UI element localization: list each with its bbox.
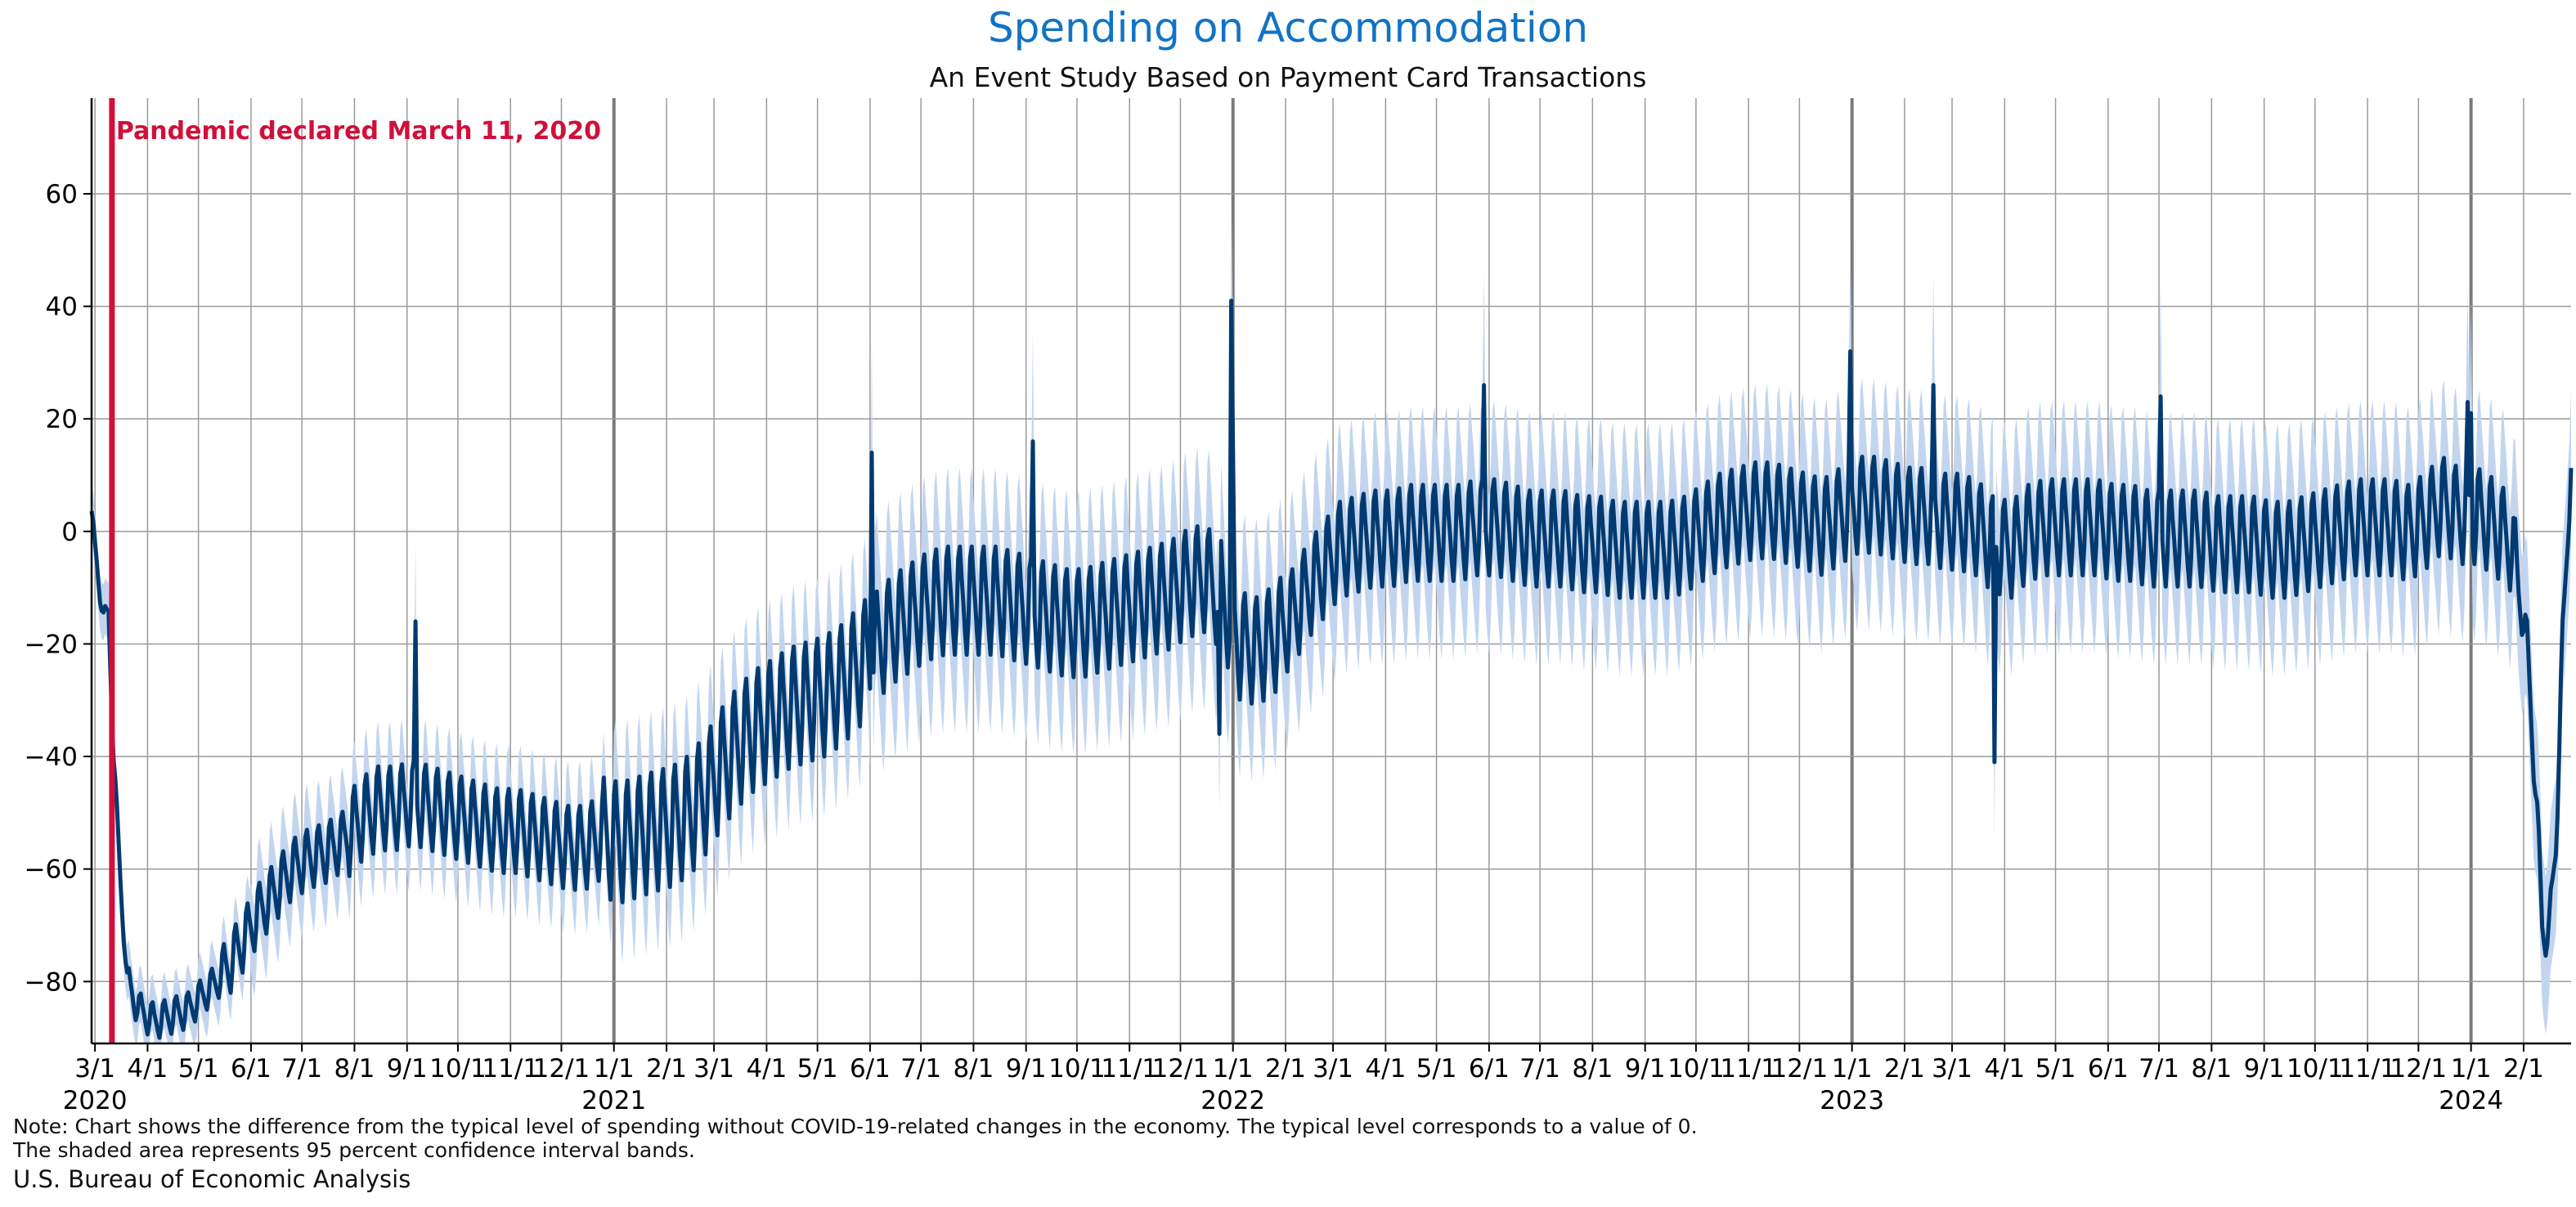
year-label: 2023	[1820, 1086, 1884, 1115]
x-tick-label: 6/1	[850, 1054, 891, 1084]
confidence-band-layer	[92, 188, 2571, 1044]
y-tick-label: −40	[25, 743, 78, 772]
x-tick-label: 1/1	[594, 1054, 635, 1084]
x-tick-label: 10/1	[2287, 1054, 2344, 1084]
x-tick-label: 3/1	[693, 1054, 734, 1084]
year-label: 2021	[581, 1086, 646, 1115]
x-tick-label: 11/1	[2339, 1054, 2396, 1084]
x-tick-label: 8/1	[334, 1054, 375, 1084]
x-tick-label: 1/1	[1832, 1054, 1873, 1084]
x-tick-label: 11/1	[1101, 1054, 1158, 1084]
series-line-layer	[89, 298, 2574, 1040]
x-tick-label: 5/1	[797, 1054, 838, 1084]
y-tick-label: −80	[25, 967, 78, 997]
note-line-1: Note: Chart shows the difference from th…	[13, 1115, 1698, 1138]
x-tick-label: 10/1	[1048, 1054, 1106, 1084]
x-tick-label: 2/1	[2503, 1054, 2544, 1084]
x-tick-label: 9/1	[387, 1054, 428, 1084]
x-tick-label: 12/1	[1152, 1054, 1209, 1084]
y-tick-label: 20	[46, 405, 78, 434]
x-tick-label: 5/1	[2035, 1054, 2076, 1084]
x-tick-label: 7/1	[2138, 1054, 2179, 1084]
x-tick-label: 12/1	[1771, 1054, 1829, 1084]
x-tick-label: 11/1	[1720, 1054, 1777, 1084]
chart-title: Spending on Accommodation	[988, 4, 1588, 52]
x-tick-label: 3/1	[74, 1054, 115, 1084]
year-label: 2022	[1200, 1086, 1265, 1115]
x-tick-label: 4/1	[1984, 1054, 2025, 1084]
x-tick-label: 9/1	[1006, 1054, 1047, 1084]
series-line	[89, 298, 2574, 1040]
x-tick-label: 4/1	[746, 1054, 787, 1084]
x-tick-label: 8/1	[953, 1054, 994, 1084]
pandemic-declared-label: Pandemic declared March 11, 2020	[116, 117, 601, 146]
y-tick-label: 0	[61, 518, 78, 547]
x-tick-label: 7/1	[1519, 1054, 1560, 1084]
x-tick-label: 2/1	[1884, 1054, 1925, 1084]
x-tick-label: 1/1	[2451, 1054, 2492, 1084]
x-tick-label: 9/1	[2244, 1054, 2285, 1084]
y-tick-label: 60	[46, 180, 78, 209]
year-labels: 2020 2021 2022 2023 2024	[63, 1086, 2503, 1115]
x-tick-label: 6/1	[1469, 1054, 1510, 1084]
x-tick-label: 4/1	[1365, 1054, 1406, 1084]
y-tick-label: −60	[25, 855, 78, 885]
grid-layer	[92, 98, 2571, 1043]
year-label: 2020	[63, 1086, 128, 1115]
x-tick-label: 8/1	[2191, 1054, 2232, 1084]
source-credit: U.S. Bureau of Economic Analysis	[13, 1165, 411, 1193]
x-tick-label: 12/1	[533, 1054, 590, 1084]
chart-subtitle: An Event Study Based on Payment Card Tra…	[930, 61, 1647, 93]
x-tick-labels: 3/1 4/1 5/1 6/1 7/1 8/1 9/1 10/111/112/1 1/1 2/1 3…	[74, 1043, 2544, 1084]
x-tick-label: 5/1	[1416, 1054, 1457, 1084]
confidence-band	[92, 188, 2571, 1044]
x-tick-label: 12/1	[2390, 1054, 2448, 1084]
x-tick-label: 2/1	[1265, 1054, 1306, 1084]
x-tick-label: 4/1	[127, 1054, 168, 1084]
y-tick-label: −20	[25, 630, 78, 659]
x-tick-label: 9/1	[1625, 1054, 1666, 1084]
y-tick-label: 40	[46, 293, 78, 322]
x-tick-label: 5/1	[178, 1054, 219, 1084]
x-tick-label: 11/1	[482, 1054, 539, 1084]
x-tick-label: 7/1	[281, 1054, 322, 1084]
x-tick-label: 6/1	[2088, 1054, 2129, 1084]
x-tick-label: 6/1	[231, 1054, 272, 1084]
axis-layer	[90, 98, 2571, 1045]
x-tick-label: 1/1	[1213, 1054, 1254, 1084]
x-tick-label: 10/1	[1667, 1054, 1725, 1084]
x-tick-label: 3/1	[1313, 1054, 1353, 1084]
annotation-layer: Pandemic declared March 11, 2020	[109, 98, 601, 1043]
x-tick-label: 8/1	[1572, 1054, 1613, 1084]
x-tick-label: 2/1	[646, 1054, 687, 1084]
note-line-2: The shaded area represents 95 percent co…	[13, 1138, 695, 1162]
x-tick-label: 3/1	[1932, 1054, 1972, 1084]
x-tick-label: 10/1	[429, 1054, 487, 1084]
year-label: 2024	[2439, 1086, 2503, 1115]
x-tick-label: 7/1	[900, 1054, 941, 1084]
y-tick-labels: −80 −60 −40 −20 0 20 40 60	[25, 180, 92, 997]
